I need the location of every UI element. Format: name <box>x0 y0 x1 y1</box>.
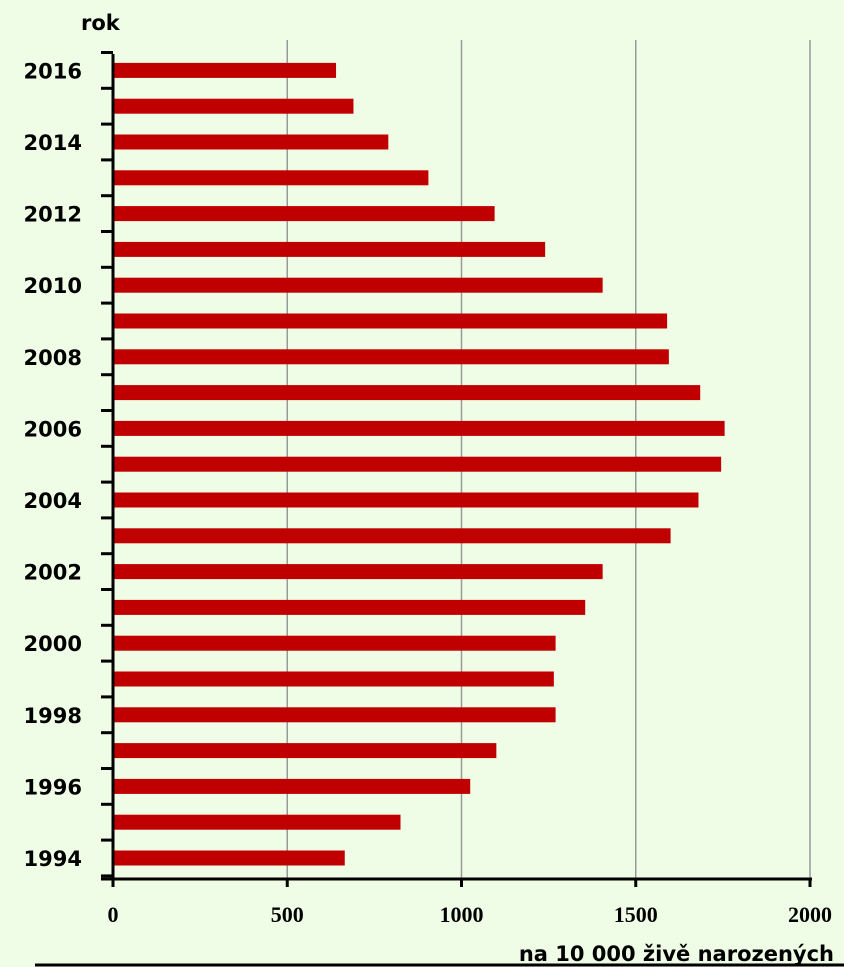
bar-2013 <box>114 170 429 186</box>
bar-2015 <box>114 98 354 114</box>
y-tick-label-2008: 2008 <box>24 346 82 370</box>
x-tick-label-0: 0 <box>108 902 119 927</box>
y-tick-label-2014: 2014 <box>24 131 82 155</box>
y-tick-label-1998: 1998 <box>24 704 82 728</box>
bar-2012 <box>114 206 495 222</box>
x-tick-label-1500: 1500 <box>614 902 658 927</box>
bar-2004 <box>114 492 699 508</box>
bar-2011 <box>114 241 546 257</box>
bar-1999 <box>114 671 554 687</box>
y-tick-label-2006: 2006 <box>24 417 82 441</box>
bar-2008 <box>114 349 669 365</box>
bar-2007 <box>114 385 701 401</box>
bar-2002 <box>114 564 603 580</box>
bar-2014 <box>114 134 389 150</box>
y-tick-label-2004: 2004 <box>24 489 82 513</box>
x-tick-label-500: 500 <box>271 902 304 927</box>
x-tick-label-2000: 2000 <box>788 902 832 927</box>
y-axis-title: rok <box>81 11 121 35</box>
bar-1995 <box>114 814 401 830</box>
bar-2010 <box>114 277 603 293</box>
bar-2005 <box>114 456 722 472</box>
bar-2000 <box>114 635 556 651</box>
y-tick-label-2000: 2000 <box>24 632 82 656</box>
y-tick-label-2012: 2012 <box>24 203 82 227</box>
axes <box>101 51 812 887</box>
y-tick-label-2016: 2016 <box>24 59 82 83</box>
x-tick-label-1000: 1000 <box>440 902 484 927</box>
bar-2001 <box>114 599 586 615</box>
bar-2006 <box>114 420 725 436</box>
y-tick-label-2010: 2010 <box>24 274 82 298</box>
y-tick-label-2002: 2002 <box>24 561 82 585</box>
bar-2009 <box>114 313 668 329</box>
bar-2016 <box>114 62 337 78</box>
x-axis-title: na 10 000 živě narozených <box>519 942 834 966</box>
bar-1997 <box>114 743 497 759</box>
x-tick-labels: 0 500 1000 1500 2000 <box>108 902 833 927</box>
bar-1994 <box>114 850 345 866</box>
bar-1998 <box>114 707 556 723</box>
y-tick-label-1996: 1996 <box>24 775 82 799</box>
bar-1996 <box>114 778 471 794</box>
bars <box>114 62 725 866</box>
bar-2003 <box>114 528 671 544</box>
y-tick-labels: 1994 1996 1998 2000 2002 2004 2006 2008 2010 2012… <box>24 59 82 871</box>
y-tick-label-1994: 1994 <box>24 847 82 871</box>
